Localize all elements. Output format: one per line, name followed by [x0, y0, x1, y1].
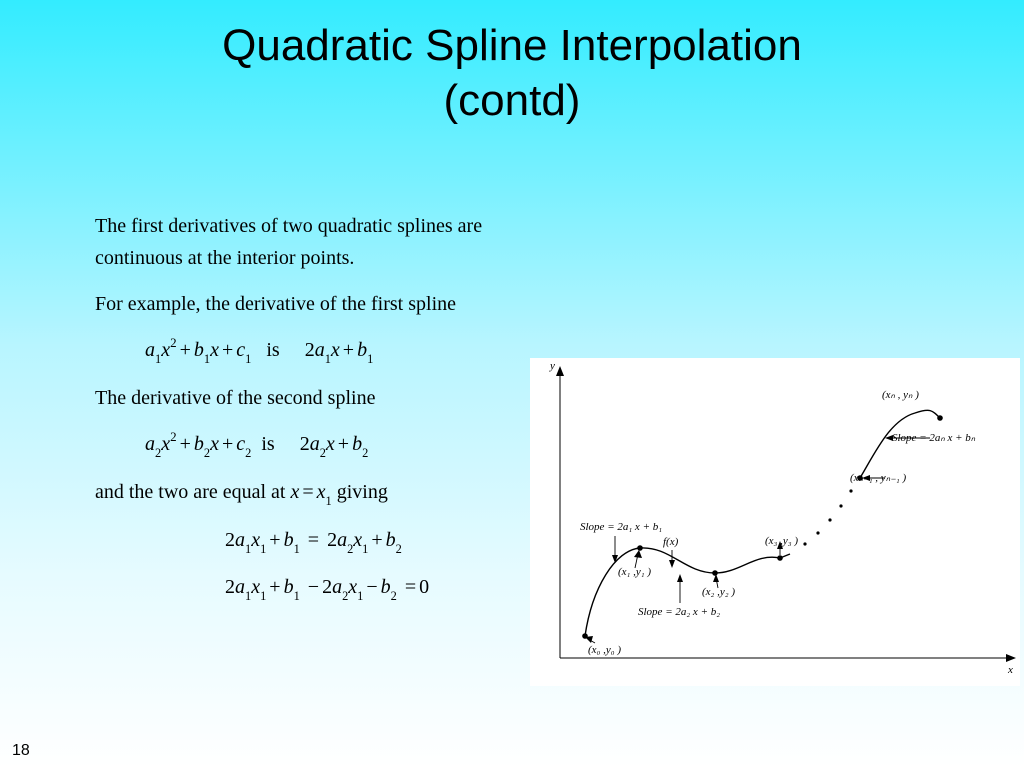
label-slope-1: Slope = 2a₁ x + b₁ [580, 521, 662, 533]
slide-title: Quadratic Spline Interpolation (contd) [0, 0, 1024, 128]
label-pt-3: (x₃ ,y₃ ) [765, 535, 798, 547]
label-pt-1: (x₁ ,y₁ ) [618, 566, 651, 578]
axis-y-label: y [550, 360, 555, 372]
title-line-2: (contd) [444, 76, 581, 125]
label-pt-nm1: (xₙ₋₁ , yₙ₋₁ ) [850, 471, 906, 484]
page-number: 18 [12, 742, 30, 760]
label-fx: f(x) [663, 536, 678, 548]
body-content: The first derivatives of two quadratic s… [95, 210, 535, 619]
label-slope-n: Slope = 2aₙ x + bₙ [892, 431, 975, 444]
equation-equal-1: 2a1x1+b1 = 2a2x1+b2 [225, 524, 535, 558]
title-line-1: Quadratic Spline Interpolation [222, 21, 802, 70]
label-pt-0: (x₀ ,y₀ ) [588, 644, 621, 656]
equation-equal-2: 2a1x1+b1 −2a2x1−b2 =0 [225, 571, 535, 605]
paragraph-3: The derivative of the second spline [95, 382, 535, 414]
axis-x-label: x [1008, 664, 1013, 676]
equation-spline2: a2x2+b2x+c2 is 2a2x+b2 [145, 428, 535, 462]
equation-spline1: a1x2+b1x+c1 is 2a1x+b1 [145, 334, 535, 368]
label-pt-2: (x₂ ,y₂ ) [702, 586, 735, 598]
paragraph-1: The first derivatives of two quadratic s… [95, 210, 535, 274]
spline-graph: y x (xₙ , yₙ ) Slope = 2aₙ x + bₙ (xₙ₋₁ … [530, 358, 1020, 686]
paragraph-4: and the two are equal at x=x1 giving [95, 476, 535, 510]
label-pt-n: (xₙ , yₙ ) [882, 388, 919, 401]
paragraph-2: For example, the derivative of the first… [95, 288, 535, 320]
label-slope-2: Slope = 2a₂ x + b₂ [638, 606, 720, 618]
